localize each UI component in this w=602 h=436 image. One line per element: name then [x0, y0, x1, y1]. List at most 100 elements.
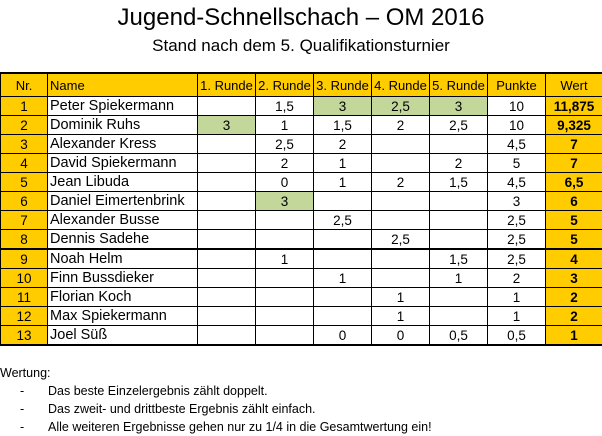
cell-round-4: 2	[372, 116, 430, 135]
cell-round-1	[198, 192, 256, 211]
cell-round-2	[256, 211, 314, 230]
cell-name: Florian Koch	[48, 288, 198, 307]
cell-punkte: 2,5	[488, 211, 546, 230]
cell-round-5	[430, 135, 488, 154]
cell-wert: 2	[546, 307, 602, 326]
cell-round-1	[198, 307, 256, 326]
note-text: Das zweit- und drittbeste Ergebnis zählt…	[48, 402, 316, 416]
cell-round-3: 1,5	[314, 116, 372, 135]
cell-nr: 8	[1, 230, 48, 250]
cell-round-5: 1,5	[430, 249, 488, 269]
cell-name: Dominik Ruhs	[48, 116, 198, 135]
cell-punkte: 0,5	[488, 326, 546, 346]
cell-round-5: 2	[430, 154, 488, 173]
header-round-3: 3. Runde	[314, 73, 372, 97]
cell-name: Dennis Sadehe	[48, 230, 198, 250]
cell-round-2	[256, 269, 314, 288]
cell-round-1	[198, 97, 256, 116]
cell-round-1	[198, 326, 256, 346]
cell-round-4: 0	[372, 326, 430, 346]
cell-punkte: 2,5	[488, 230, 546, 250]
cell-name: Alexander Busse	[48, 211, 198, 230]
cell-punkte: 10	[488, 97, 546, 116]
cell-wert: 9,325	[546, 116, 602, 135]
cell-name: Joel Süß	[48, 326, 198, 346]
cell-round-3	[314, 307, 372, 326]
cell-round-1	[198, 269, 256, 288]
cell-round-5: 2,5	[430, 116, 488, 135]
cell-round-4	[372, 192, 430, 211]
cell-nr: 13	[1, 326, 48, 346]
cell-nr: 6	[1, 192, 48, 211]
page-title: Jugend-Schnellschach – OM 2016	[0, 4, 602, 32]
cell-punkte: 10	[488, 116, 546, 135]
cell-round-4	[372, 211, 430, 230]
scoring-notes: Wertung: -Das beste Einzelergebnis zählt…	[0, 364, 432, 436]
cell-round-2	[256, 288, 314, 307]
cell-round-1	[198, 154, 256, 173]
cell-round-5: 1,5	[430, 173, 488, 192]
cell-round-1: 3	[198, 116, 256, 135]
cell-round-2: 2,5	[256, 135, 314, 154]
cell-nr: 2	[1, 116, 48, 135]
cell-round-1	[198, 230, 256, 250]
cell-round-5	[430, 211, 488, 230]
cell-round-4	[372, 269, 430, 288]
cell-nr: 1	[1, 97, 48, 116]
cell-round-3: 2	[314, 135, 372, 154]
note-item: - Alle weiteren Ergebnisse gehen nur zu 1…	[0, 418, 432, 436]
cell-round-4: 1	[372, 288, 430, 307]
cell-round-2	[256, 326, 314, 346]
bullet: -	[20, 382, 24, 400]
header-name: Name	[48, 73, 198, 97]
note-item: - Das zweit- und drittbeste Ergebnis zähl…	[0, 400, 432, 418]
cell-punkte: 4,5	[488, 173, 546, 192]
header-round-2: 2. Runde	[256, 73, 314, 97]
bullet: -	[20, 418, 24, 436]
cell-nr: 12	[1, 307, 48, 326]
cell-round-5	[430, 230, 488, 250]
cell-round-1	[198, 249, 256, 269]
cell-name: Finn Bussdieker	[48, 269, 198, 288]
cell-nr: 10	[1, 269, 48, 288]
cell-round-2: 0	[256, 173, 314, 192]
note-text: Das beste Einzelergebnis zählt doppelt.	[48, 384, 268, 398]
cell-round-5	[430, 307, 488, 326]
cell-wert: 3	[546, 269, 602, 288]
cell-round-2: 3	[256, 192, 314, 211]
cell-wert: 7	[546, 135, 602, 154]
cell-nr: 9	[1, 249, 48, 269]
cell-nr: 11	[1, 288, 48, 307]
note-text: Alle weiteren Ergebnisse gehen nur zu 1/…	[48, 420, 432, 434]
cell-round-3	[314, 230, 372, 250]
cell-punkte: 2,5	[488, 249, 546, 269]
cell-name: Daniel Eimertenbrink	[48, 192, 198, 211]
cell-nr: 7	[1, 211, 48, 230]
cell-round-5: 1	[430, 269, 488, 288]
header-wert: Wert	[546, 73, 602, 97]
cell-round-5: 0,5	[430, 326, 488, 346]
bullet: -	[20, 400, 24, 418]
cell-nr: 3	[1, 135, 48, 154]
cell-wert: 1	[546, 326, 602, 346]
cell-name: Jean Libuda	[48, 173, 198, 192]
header-round-1: 1. Runde	[198, 73, 256, 97]
standings-table: Nr. Name 1. Runde 2. Runde 3. Runde 4. R…	[0, 72, 602, 346]
header-nr: Nr.	[1, 73, 48, 97]
cell-round-3: 0	[314, 326, 372, 346]
header-punkte: Punkte	[488, 73, 546, 97]
cell-round-5	[430, 192, 488, 211]
cell-round-4	[372, 154, 430, 173]
cell-wert: 4	[546, 249, 602, 269]
cell-wert: 11,875	[546, 97, 602, 116]
cell-nr: 5	[1, 173, 48, 192]
cell-round-2	[256, 230, 314, 250]
